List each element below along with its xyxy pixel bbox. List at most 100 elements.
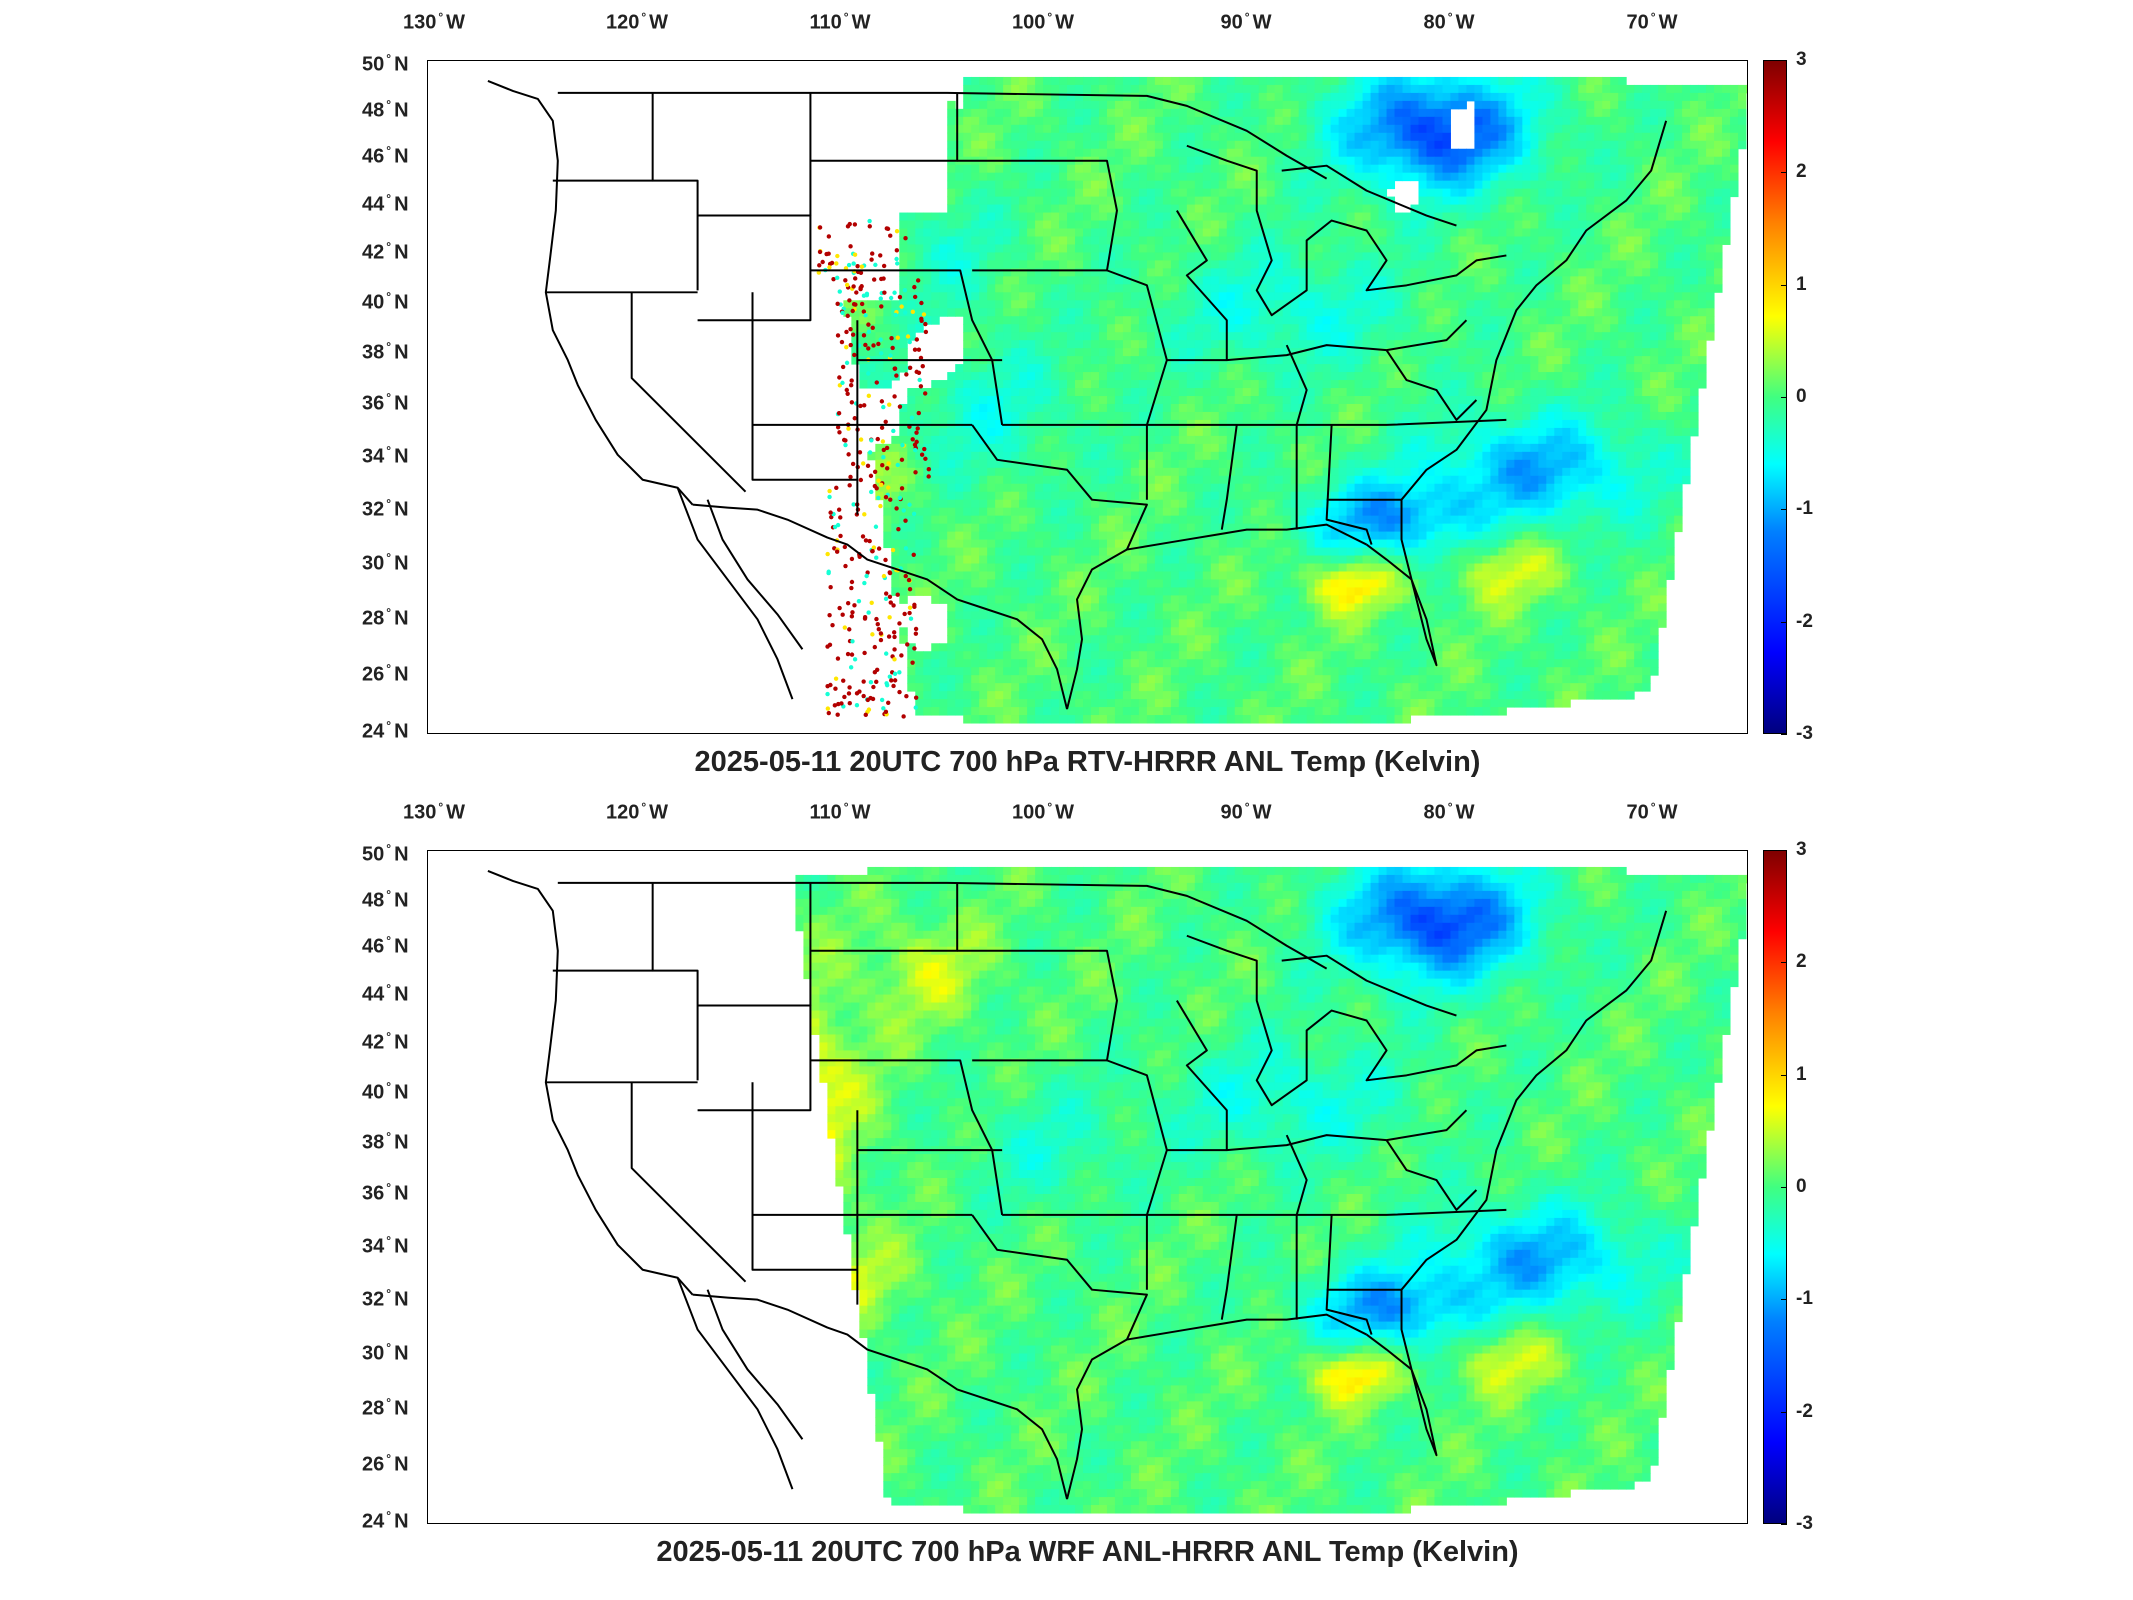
boundary-line [1220,1214,1238,1320]
colorbar-tick-label: 3 [1796,839,1807,860]
latitude-tick-label: 34 ° N [362,443,409,467]
latitude-tick-label: 40 ° N [362,1079,409,1103]
boundary-line [652,179,699,291]
latitude-tick-label: 42 ° N [362,239,409,264]
colorbar-tick-mark [1781,1187,1787,1188]
boundary-line [1226,319,1468,362]
latitude-tick-label: 28 ° N [362,605,409,630]
boundary-line [1220,424,1238,530]
boundary-line [1385,1139,1478,1211]
boundary-line [971,1214,1148,1340]
colorbar-tick-mark [1781,60,1787,61]
boundary-line [557,881,1328,970]
longitude-tick-label: 70 ° W [1626,800,1678,824]
latitude-tick-label: 28 ° N [362,1395,409,1420]
temperature-field [795,866,1747,1514]
latitude-tick-label: 48 ° N [362,97,409,121]
latitude-tick-label: 50 ° N [362,841,409,866]
scatter-dots [816,218,932,719]
colorbar-tick-label: -2 [1796,1400,1813,1422]
longitude-tick-label: 70 ° W [1626,10,1678,34]
latitude-tick-label: 30 ° N [362,550,409,575]
map-plot-area [427,60,1748,734]
colorbar-tick-label: -2 [1796,610,1813,632]
boundary-line [692,503,1068,710]
longitude-tick-label: 120 ° W [605,10,669,34]
boundary-line [676,1277,794,1490]
political-boundaries [487,870,1668,1500]
boundary-line [487,870,694,1296]
panel-title: 2025-05-11 20UTC 700 hPa RTV-HRRR ANL Te… [694,746,1481,778]
longitude-tick-label: 100 ° W [1011,800,1075,824]
panel-title: 2025-05-11 20UTC 700 hPa WRF ANL-HRRR AN… [656,1536,1519,1568]
boundary-line [1066,523,1368,710]
longitude-tick-label: 100 ° W [1011,10,1075,34]
longitude-tick-label: 80 ° W [1423,800,1475,824]
boundary-line [957,949,1118,1062]
boundary-line [810,92,959,162]
boundary-line [1281,164,1457,227]
map-plot-area [427,850,1748,1524]
map-panel-wrf: 130 ° W 120 ° W 110 ° W 100 ° W 90 ° W 80 ° W 70 ° W 50 ° N 48 °… [0,790,2133,1590]
colorbar-tick-mark [1781,1524,1787,1525]
latitude-tick-label: 44 ° N [362,981,409,1006]
boundary-line [1166,1000,1228,1152]
boundary-line [751,292,858,481]
boundary-line [630,292,747,493]
longitude-tick-label: 110 ° W [809,10,871,34]
longitude-tick-label: 130 ° W [402,10,466,34]
colorbar-tick-mark [1781,1299,1787,1301]
colorbar-tick-mark [1781,962,1787,964]
boundary-line [971,424,1148,550]
colorbar-tick-mark [1781,1074,1787,1076]
latitude-tick-label: 26 ° N [362,1451,409,1476]
boundary-line [552,882,654,972]
colorbar-tick-label: 2 [1796,161,1807,183]
latitude-tick-label: 46 ° N [362,933,409,958]
boundary-line [697,214,812,322]
boundary-line [1226,1109,1468,1152]
colorbar-tick-label: -1 [1796,498,1813,520]
colorbar-tick-label: 1 [1796,1063,1807,1085]
colorbar-tick-mark [1781,1411,1787,1413]
boundary-line [676,487,794,700]
latitude-tick-label: 24 ° N [362,718,409,743]
boundary-line [1325,424,1373,545]
colorbar-tick-label: -3 [1796,1513,1813,1534]
longitude-tick-label: 110 ° W [809,800,871,824]
boundary-line [810,269,1004,426]
latitude-tick-label: 42 ° N [362,1029,409,1054]
longitude-tick-label: 90 ° W [1220,800,1272,824]
latitude-tick-label: 36 ° N [362,390,409,415]
colorbar-tick-label: -3 [1796,723,1813,744]
colorbar-tick-mark [1781,734,1787,735]
colorbar-tick-mark [1781,172,1787,174]
political-boundaries [487,80,1668,710]
boundary-line [957,159,1118,272]
colorbar-tick-label: 2 [1796,951,1807,973]
boundary-line [706,499,804,650]
boundary-line [810,1059,1004,1216]
boundary-line [557,91,1328,180]
boundary-line [630,1082,747,1283]
latitude-tick-label: 44 ° N [362,191,409,216]
boundary-line [1285,344,1308,426]
latitude-tick-label: 38 ° N [362,339,409,364]
colorbar-tick-mark [1781,509,1787,511]
latitude-tick-label: 40 ° N [362,289,409,313]
longitude-tick-label: 120 ° W [605,800,669,824]
colorbar-tick-label: 0 [1796,386,1807,407]
latitude-tick-label: 30 ° N [362,1340,409,1365]
colorbar-tick-mark [1781,397,1787,398]
colorbar-tick-mark [1781,621,1787,623]
map-svg [487,866,1747,1514]
boundary-line [706,1289,804,1440]
colorbar-tick-label: 3 [1796,49,1807,70]
latitude-tick-label: 48 ° N [362,887,409,911]
boundary-line [1186,144,1507,317]
latitude-tick-label: 32 ° N [362,496,409,521]
boundary-line [1146,1208,1507,1216]
boundary-line [751,1082,858,1271]
boundary-line [652,969,699,1081]
latitude-tick-label: 36 ° N [362,1180,409,1205]
